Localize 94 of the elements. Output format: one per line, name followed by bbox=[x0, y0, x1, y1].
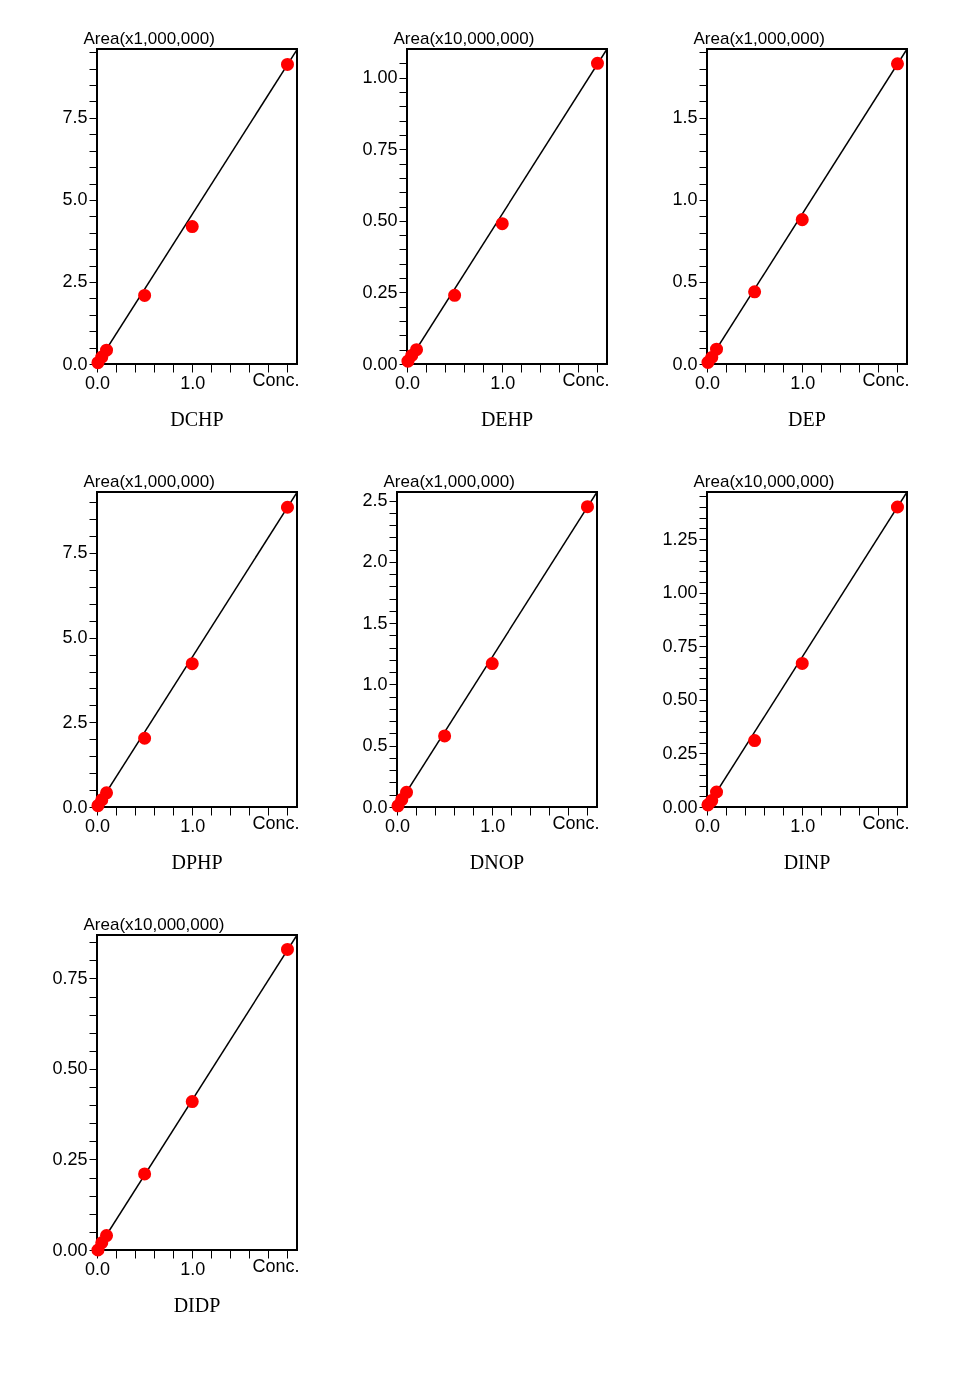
point bbox=[100, 1229, 114, 1243]
x-tick-label: 1.0 bbox=[790, 815, 816, 836]
y-tick-label: 0.00 bbox=[362, 353, 398, 374]
y-axis-title: Area(x1,000,000) bbox=[83, 28, 215, 48]
x-axis-title: Conc. bbox=[862, 812, 910, 833]
text: DEP bbox=[788, 408, 826, 430]
y-tick-label: 1.00 bbox=[662, 582, 698, 603]
y-tick-label: 0.25 bbox=[662, 742, 698, 763]
y-tick-label: 0.00 bbox=[662, 796, 698, 817]
text: DEHP bbox=[480, 408, 534, 430]
x-tick-label: 1.0 bbox=[490, 372, 516, 393]
y-tick-label: 1.5 bbox=[672, 107, 698, 128]
text: DIDP bbox=[173, 1294, 221, 1316]
x-axis-title: Conc. bbox=[252, 812, 300, 833]
y-tick-label: 0.0 bbox=[362, 796, 388, 817]
x-tick-label: 0.0 bbox=[384, 815, 411, 836]
y-axis-title: Area(x1,000,000) bbox=[83, 471, 215, 491]
y-tick-label: 1.0 bbox=[672, 189, 698, 210]
y-tick-label: 0.0 bbox=[672, 353, 698, 374]
y-axis-title: Area(x10,000,000) bbox=[393, 28, 535, 48]
point bbox=[185, 220, 199, 234]
point bbox=[748, 285, 762, 299]
point bbox=[438, 729, 452, 743]
point bbox=[138, 288, 152, 302]
x-tick-label: 0.0 bbox=[84, 815, 111, 836]
y-tick-label: 0.75 bbox=[362, 138, 398, 159]
point bbox=[280, 57, 294, 71]
y-tick-label: 2.0 bbox=[362, 551, 388, 572]
y-axis-title: Area(x1,000,000) bbox=[383, 471, 515, 491]
x-tick-label: 0.0 bbox=[84, 372, 111, 393]
y-tick-label: 0.25 bbox=[362, 281, 398, 302]
y-axis-title: Area(x10,000,000) bbox=[83, 914, 225, 934]
y-tick-label: 0.25 bbox=[52, 1148, 88, 1169]
point bbox=[138, 731, 152, 745]
y-tick-label: 0.75 bbox=[52, 967, 88, 988]
y-tick-label: 7.5 bbox=[62, 542, 88, 563]
x-tick-label: 0.0 bbox=[694, 815, 721, 836]
y-tick-label: 1.00 bbox=[362, 67, 398, 88]
point bbox=[890, 57, 904, 71]
x-tick-label: 1.0 bbox=[480, 815, 506, 836]
y-axis-title: Area(x10,000,000) bbox=[693, 471, 835, 491]
point bbox=[280, 942, 294, 956]
y-tick-label: 0.5 bbox=[362, 735, 388, 756]
x-axis-title: Conc. bbox=[552, 812, 600, 833]
y-tick-label: 0.0 bbox=[62, 796, 88, 817]
point bbox=[100, 343, 114, 357]
point bbox=[400, 785, 414, 799]
y-tick-label: 0.5 bbox=[672, 271, 698, 292]
x-axis-title: Conc. bbox=[252, 1255, 300, 1276]
y-tick-label: 7.5 bbox=[62, 107, 88, 128]
x-axis-title: Conc. bbox=[562, 369, 610, 390]
x-tick-label: 1.0 bbox=[790, 372, 816, 393]
text: DNOP bbox=[469, 851, 525, 873]
y-tick-label: 2.5 bbox=[62, 271, 88, 292]
point bbox=[795, 656, 809, 670]
y-axis-title: Area(x1,000,000) bbox=[693, 28, 825, 48]
y-tick-label: 0.50 bbox=[662, 689, 698, 710]
point bbox=[795, 213, 809, 227]
y-tick-label: 0.00 bbox=[52, 1239, 88, 1260]
x-tick-label: 1.0 bbox=[180, 372, 206, 393]
y-tick-label: 1.25 bbox=[662, 528, 698, 549]
y-tick-label: 2.5 bbox=[362, 490, 388, 511]
x-tick-label: 0.0 bbox=[694, 372, 721, 393]
x-tick-label: 0.0 bbox=[394, 372, 421, 393]
point bbox=[748, 734, 762, 748]
point bbox=[710, 342, 724, 356]
y-tick-label: 2.5 bbox=[62, 711, 88, 732]
point bbox=[710, 785, 724, 799]
point bbox=[138, 1167, 152, 1181]
point bbox=[185, 1095, 199, 1109]
point bbox=[100, 786, 114, 800]
y-tick-label: 1.5 bbox=[362, 612, 388, 633]
y-tick-label: 0.75 bbox=[662, 635, 698, 656]
point bbox=[580, 500, 594, 514]
text: DPHP bbox=[171, 851, 223, 873]
y-tick-label: 0.0 bbox=[62, 353, 88, 374]
point bbox=[495, 217, 509, 231]
text: DINP bbox=[783, 851, 831, 873]
y-tick-label: 5.0 bbox=[62, 627, 88, 648]
y-tick-label: 1.0 bbox=[362, 673, 388, 694]
point bbox=[448, 288, 462, 302]
x-axis-title: Conc. bbox=[862, 369, 910, 390]
x-axis-title: Conc. bbox=[252, 369, 300, 390]
text: DCHP bbox=[170, 408, 224, 430]
point bbox=[890, 500, 904, 514]
y-tick-label: 0.50 bbox=[52, 1058, 88, 1079]
y-tick-label: 0.50 bbox=[362, 210, 398, 231]
x-tick-label: 1.0 bbox=[180, 815, 206, 836]
point bbox=[280, 500, 294, 514]
point bbox=[185, 657, 199, 671]
point bbox=[410, 343, 424, 357]
point bbox=[485, 657, 499, 671]
y-tick-label: 5.0 bbox=[62, 189, 88, 210]
point bbox=[590, 56, 604, 70]
